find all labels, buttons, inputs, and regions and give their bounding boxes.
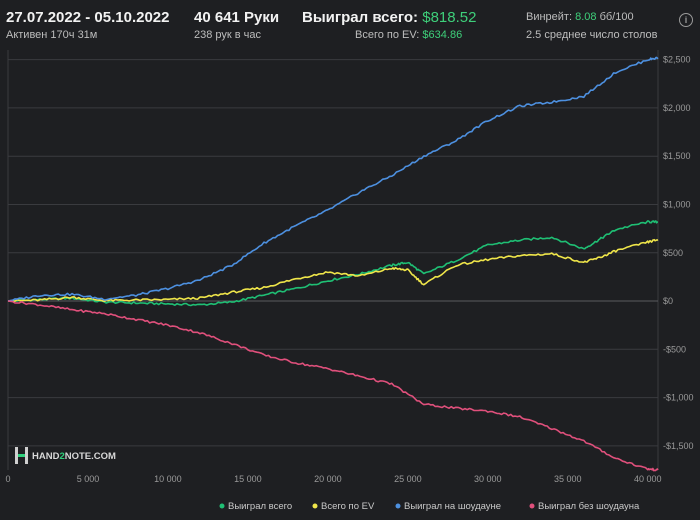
legend-marker [395,503,401,509]
stats-header: 27.07.2022 - 05.10.2022 Активен 170ч 31м… [0,0,700,46]
y-axis: -$1,500 -$1,000 -$500 $0 $500 $1,000 $1,500 $2,… [663,55,694,451]
x-axis: 0 5 000 10 000 15 000 20 000 25 000 30 000 35 0… [5,474,661,484]
y-tick-label: $1,500 [663,151,691,161]
avg-tables: 2.5 среднее число столов [526,29,658,41]
x-tick-label: 40 000 [634,474,662,484]
x-tick-label: 15 000 [234,474,262,484]
hand2note-logo: HAND2NOTE.COM [15,447,116,464]
logo-text: HAND2NOTE.COM [32,451,116,462]
hands-per-hour: 238 рук в час [194,29,262,41]
x-tick-label: 5 000 [77,474,100,484]
ev-label: Всего по EV: [355,29,420,41]
winrate-unit: бб/100 [599,11,634,23]
x-tick-label: 0 [5,474,10,484]
logo-mark-icon [15,447,28,464]
series-line [7,300,659,472]
y-tick-label: $1,000 [663,199,691,209]
winrate-value: 8.08 [575,11,597,23]
legend-label: Выиграл без шоудауна [538,501,640,512]
winrate: Винрейт: 8.08 бб/100 [526,11,634,23]
active-time: Активен 170ч 31м [6,29,98,41]
y-tick-label: $0 [663,296,673,306]
series-lines [7,56,659,472]
y-tick-label: $2,500 [663,55,691,65]
grid [7,50,659,470]
won-total-label: Выиграл всего: [302,9,419,26]
x-tick-label: 20 000 [314,474,342,484]
winrate-label: Винрейт: [526,11,573,23]
legend-marker [529,503,535,509]
series-line [7,220,659,307]
legend-label: Выиграл на шоудауне [404,501,501,512]
y-tick-label: -$1,000 [663,393,694,403]
legend-item[interactable]: Выиграл без шоудауна [529,501,641,512]
series-line [7,56,659,302]
legend-marker [312,503,318,509]
hands-total: 40 641 Руки [194,9,280,26]
x-tick-label: 35 000 [554,474,582,484]
x-tick-label: 10 000 [154,474,182,484]
legend-item[interactable]: Всего по EV [312,501,375,512]
legend-label: Всего по EV [321,501,375,512]
y-tick-label: -$1,500 [663,441,694,451]
series-line [8,238,659,303]
legend-label: Выиграл всего [228,501,292,512]
x-tick-label: 30 000 [474,474,502,484]
won-total-value: $818.52 [422,9,477,26]
y-tick-label: $500 [663,248,683,258]
ev-value: $634.86 [422,29,463,41]
won-total: Выиграл всего: $818.52 [302,9,476,26]
x-tick-label: 25 000 [394,474,422,484]
y-tick-label: -$500 [663,344,686,354]
y-tick-label: $2,000 [663,103,691,113]
legend-marker [219,503,225,509]
legend: Выиграл всего Всего по EV Выиграл на шоуда… [219,501,641,512]
date-range: 27.07.2022 - 05.10.2022 [6,9,170,26]
info-icon[interactable]: i [679,13,693,27]
legend-item[interactable]: Выиграл всего [219,501,293,512]
legend-item[interactable]: Выиграл на шоудауне [395,501,502,512]
ev-total: Всего по EV: $634.86 [355,29,462,41]
